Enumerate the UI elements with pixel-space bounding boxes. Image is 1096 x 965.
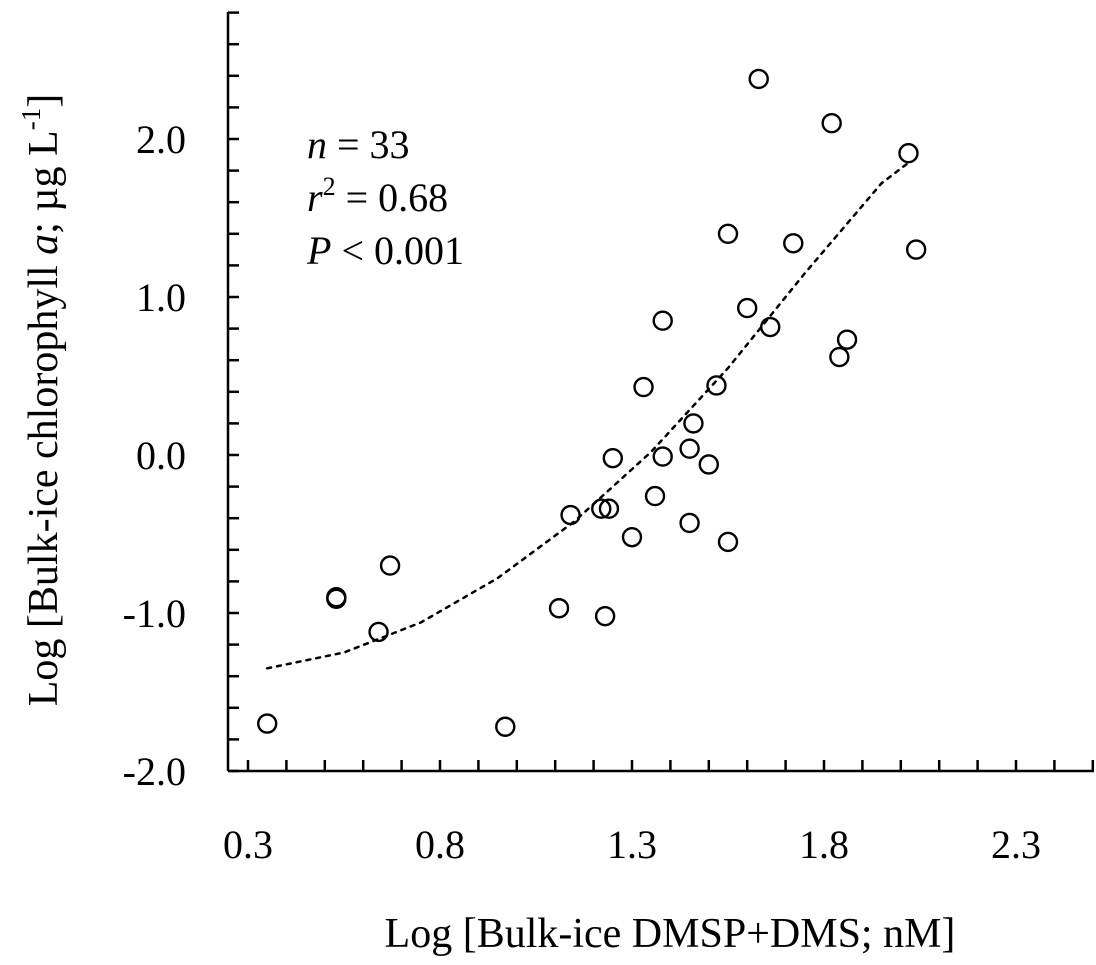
stats-annotation: n = 33 r2 = 0.68 P < 0.001 — [306, 122, 464, 273]
x-axis-title: Log [Bulk-ice DMSP+DMS; nM] — [385, 911, 956, 957]
data-point — [652, 310, 673, 331]
data-point — [706, 375, 727, 396]
trend-line — [265, 161, 910, 670]
data-point — [737, 297, 758, 319]
data-point — [905, 239, 927, 260]
data-point — [683, 413, 704, 434]
data-point — [836, 329, 858, 350]
stat-n: n = 33 — [307, 122, 410, 167]
data-point — [602, 447, 623, 469]
data-point — [548, 598, 570, 619]
x-tick-label: 1.8 — [799, 822, 849, 867]
trend-line-group — [265, 161, 910, 670]
data-point — [633, 376, 654, 398]
data-point — [679, 512, 700, 534]
data-point — [652, 446, 673, 467]
x-tick-label: 1.3 — [607, 822, 657, 867]
data-point — [621, 526, 643, 548]
y-tick-label: 1.0 — [136, 275, 186, 320]
x-tick-label: 0.3 — [223, 822, 273, 867]
data-point — [829, 346, 850, 368]
data-points — [257, 68, 927, 737]
data-point — [717, 531, 739, 553]
x-ticks: 0.3 0.8 1.3 1.8 2.3 — [223, 760, 1095, 867]
data-point — [368, 621, 389, 643]
y-tick-label: -1.0 — [123, 591, 186, 636]
data-point — [257, 713, 278, 734]
data-point — [760, 316, 781, 338]
data-point — [379, 555, 401, 576]
x-tick-label: 0.8 — [415, 822, 465, 867]
stat-r2: r2 = 0.68 — [307, 172, 448, 220]
data-point — [594, 605, 616, 627]
data-point — [748, 68, 769, 90]
data-point — [783, 233, 804, 254]
y-ticks: -2.0 -1.0 0.0 1.0 2.0 — [123, 11, 239, 794]
y-tick-label: -2.0 — [123, 749, 186, 794]
data-point — [717, 223, 739, 245]
stat-p: P < 0.001 — [306, 228, 464, 273]
data-point — [560, 504, 581, 526]
x-tick-label: 2.3 — [991, 822, 1041, 867]
y-tick-label: 0.0 — [136, 433, 186, 478]
data-point — [679, 438, 700, 459]
data-point — [326, 588, 347, 609]
data-point — [591, 498, 612, 519]
data-point — [698, 454, 719, 475]
y-axis-title: Log [Bulk-ice chlorophyll a; µg L-1] — [16, 94, 67, 706]
data-point — [898, 143, 919, 164]
data-point — [821, 112, 842, 134]
y-tick-label: 2.0 — [136, 117, 186, 162]
data-point — [495, 716, 516, 737]
data-point — [644, 485, 666, 507]
data-point — [598, 498, 620, 519]
